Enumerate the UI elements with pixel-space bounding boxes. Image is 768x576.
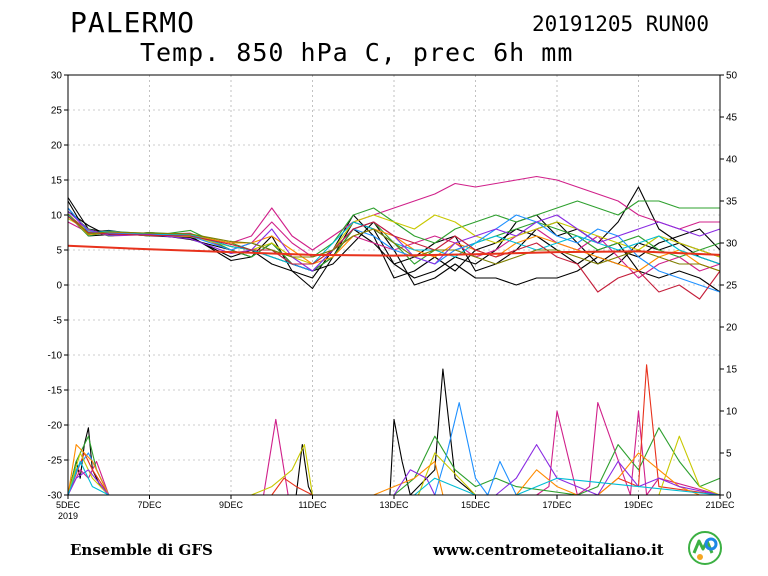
y-left-tick-label: -15 <box>48 386 63 397</box>
y-left-tick-label: -5 <box>53 316 62 327</box>
chart-subtitle: Temp. 850 hPa C, prec 6h mm <box>140 38 574 67</box>
precipitation-lines <box>67 364 721 496</box>
city-title: PALERMO <box>70 6 196 39</box>
x-tick-label: 21DEC <box>705 500 735 510</box>
y-right-tick-label: 10 <box>726 407 738 418</box>
footer-website[interactable]: www.centrometeoitaliano.it <box>433 541 664 559</box>
climatology <box>67 244 721 257</box>
y-right-tick-label: 25 <box>726 281 738 292</box>
precip-2 <box>67 402 721 496</box>
y-left-tick-label: -10 <box>48 351 63 362</box>
y-left-tick-label: 5 <box>56 246 62 257</box>
y-right-tick-label: 0 <box>726 491 732 502</box>
y-right-tick-label: 15 <box>726 365 738 376</box>
precip-8 <box>67 444 721 496</box>
x-axis: 5DEC 7DEC 9DEC 11DEC 13DEC 15DEC 17DEC 19DEC 21D… <box>56 495 735 521</box>
y-left-tick-label: 30 <box>51 71 63 82</box>
y-right-tick-label: 35 <box>726 197 738 208</box>
y-left-tick-label: -30 <box>48 491 63 502</box>
precip-7 <box>67 444 720 496</box>
member-12 <box>67 214 721 265</box>
y-left-tick-label: -25 <box>48 456 63 467</box>
precip-9 <box>67 460 721 496</box>
precip-4 <box>67 364 721 496</box>
run-label: 20191205 RUN00 <box>532 12 710 36</box>
y-left-tick-label: 15 <box>51 176 63 187</box>
member-15 <box>67 213 721 272</box>
y-axis-left: 30 25 20 15 10 5 0 -5 -10 -15 -20 -25 -30 <box>48 71 68 502</box>
y-right-tick-label: 30 <box>726 239 738 250</box>
member-14 <box>67 215 721 300</box>
x-tick-label: 15DEC <box>461 500 491 510</box>
precip-1 <box>67 368 720 496</box>
member-2 <box>67 207 721 293</box>
x-tick-label: 5DEC <box>56 500 81 510</box>
x-tick-label: 7DEC <box>137 500 162 510</box>
footer-source: Ensemble di GFS <box>70 541 213 559</box>
centrometeoitaliano-logo-icon <box>688 531 722 565</box>
y-left-tick-label: 25 <box>51 106 63 117</box>
grid <box>68 75 720 495</box>
x-tick-label: 19DEC <box>624 500 654 510</box>
y-right-tick-label: 20 <box>726 323 738 334</box>
x-tick-label: 17DEC <box>542 500 572 510</box>
x-year-label: 2019 <box>58 511 78 521</box>
y-right-tick-label: 45 <box>726 113 738 124</box>
y-left-tick-label: -20 <box>48 421 63 432</box>
y-left-tick-label: 0 <box>56 281 62 292</box>
y-right-tick-label: 5 <box>726 449 732 460</box>
x-tick-label: 9DEC <box>219 500 244 510</box>
x-tick-label: 13DEC <box>379 500 409 510</box>
y-right-tick-label: 50 <box>726 71 738 82</box>
y-right-tick-label: 40 <box>726 155 738 166</box>
x-tick-label: 11DEC <box>298 500 327 510</box>
y-left-tick-label: 10 <box>51 211 63 222</box>
climatology-line <box>67 244 721 257</box>
y-left-tick-label: 20 <box>51 141 63 152</box>
member-8 <box>67 214 721 272</box>
member-5 <box>67 175 720 251</box>
